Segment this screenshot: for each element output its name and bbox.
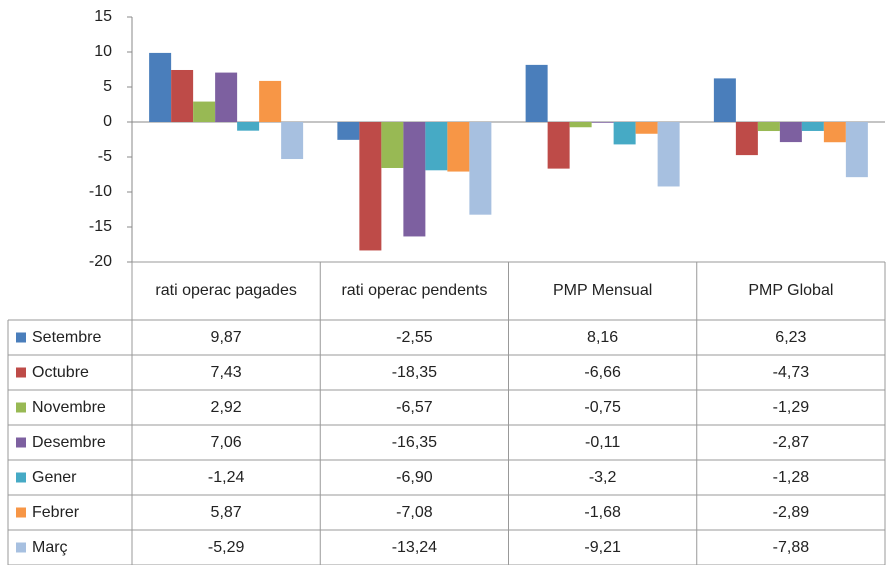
y-tick-label: -5 (98, 148, 112, 165)
table-value: 8,16 (587, 328, 619, 346)
table-value: -16,35 (391, 433, 438, 451)
bar (735, 122, 758, 156)
bar (337, 122, 360, 140)
x-tick-label: PMP Global (748, 282, 834, 299)
legend-key (16, 472, 26, 483)
table-value: -4,73 (772, 363, 810, 381)
bar (779, 122, 802, 143)
bar (845, 122, 868, 178)
table-value: -6,57 (396, 398, 433, 416)
table-value: 6,23 (775, 328, 807, 346)
y-tick-label: 15 (94, 8, 112, 25)
table-value: -1,28 (772, 468, 810, 486)
table-value: 7,06 (210, 433, 242, 451)
table-value: -0,75 (584, 398, 621, 416)
bar (259, 80, 282, 122)
bar (525, 64, 548, 122)
table-value: 9,87 (210, 328, 242, 346)
bar (757, 122, 780, 132)
y-tick-label: 10 (94, 43, 112, 60)
table-value: 7,43 (210, 363, 242, 381)
bar (215, 72, 238, 122)
table-value: -13,24 (391, 538, 438, 556)
table-value: -1,24 (207, 468, 245, 486)
legend-key (16, 367, 26, 378)
table-value: -1,29 (772, 398, 810, 416)
x-tick-label: rati operac pagades (155, 282, 297, 299)
legend-label: Octubre (32, 363, 89, 381)
bar (823, 122, 846, 143)
table-value: -6,90 (396, 468, 433, 486)
bar (425, 122, 448, 171)
bar (469, 122, 492, 215)
table-value: -7,08 (396, 503, 433, 521)
legend-key (16, 332, 26, 343)
bar (381, 122, 404, 168)
table-value: -6,66 (584, 363, 621, 381)
table-value: -9,21 (584, 538, 621, 556)
bar (591, 122, 614, 123)
y-tick-label: 0 (103, 113, 112, 130)
bar (149, 52, 172, 122)
legend-key (16, 437, 26, 448)
x-tick-label: rati operac pendents (341, 282, 488, 299)
y-tick-label: -15 (89, 218, 112, 235)
bar (569, 122, 592, 128)
bar (613, 122, 636, 145)
legend-key (16, 507, 26, 518)
bar (801, 122, 824, 131)
table-value: -0,11 (584, 433, 621, 451)
legend-label: Gener (32, 468, 77, 486)
bar (635, 122, 658, 134)
legend-label: Novembre (32, 398, 106, 416)
legend-label: Desembre (32, 433, 106, 451)
table-value: -7,88 (772, 538, 810, 556)
table-value: 5,87 (210, 503, 242, 521)
x-tick-label: PMP Mensual (552, 282, 653, 299)
table-value: -2,87 (772, 433, 810, 451)
legend-label: Febrer (32, 503, 80, 521)
table-value: 2,92 (210, 398, 242, 416)
legend-label: Setembre (32, 328, 102, 346)
bar (193, 101, 216, 122)
bar (447, 122, 470, 172)
bar (359, 122, 382, 251)
bar (547, 122, 570, 169)
table-value: -2,89 (772, 503, 810, 521)
legend-key (16, 402, 26, 413)
table-value: -5,29 (207, 538, 245, 556)
bar (713, 78, 736, 122)
bar (657, 122, 680, 187)
bar (281, 122, 304, 160)
table-value: -2,55 (396, 328, 433, 346)
bar (171, 69, 194, 122)
y-tick-label: -20 (89, 253, 112, 270)
legend-key (16, 542, 26, 553)
y-tick-label: -10 (89, 183, 112, 200)
y-tick-label: 5 (103, 78, 112, 95)
bar (403, 122, 426, 237)
table-value: -18,35 (391, 363, 438, 381)
legend-label: Març (32, 538, 68, 556)
table-value: -3,2 (588, 468, 617, 486)
bar (237, 122, 260, 131)
table-value: -1,68 (584, 503, 621, 521)
